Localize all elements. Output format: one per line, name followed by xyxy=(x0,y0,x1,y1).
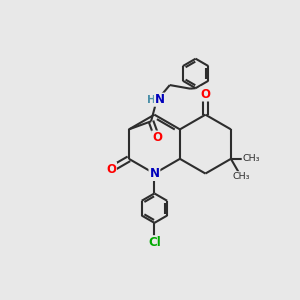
Text: H: H xyxy=(147,95,156,105)
Text: CH₃: CH₃ xyxy=(242,154,260,163)
Text: Cl: Cl xyxy=(148,236,161,249)
Text: O: O xyxy=(152,131,162,144)
Text: CH₃: CH₃ xyxy=(232,172,250,181)
Text: O: O xyxy=(106,163,116,176)
Text: N: N xyxy=(154,93,164,106)
Text: O: O xyxy=(200,88,210,100)
Text: N: N xyxy=(149,167,159,180)
